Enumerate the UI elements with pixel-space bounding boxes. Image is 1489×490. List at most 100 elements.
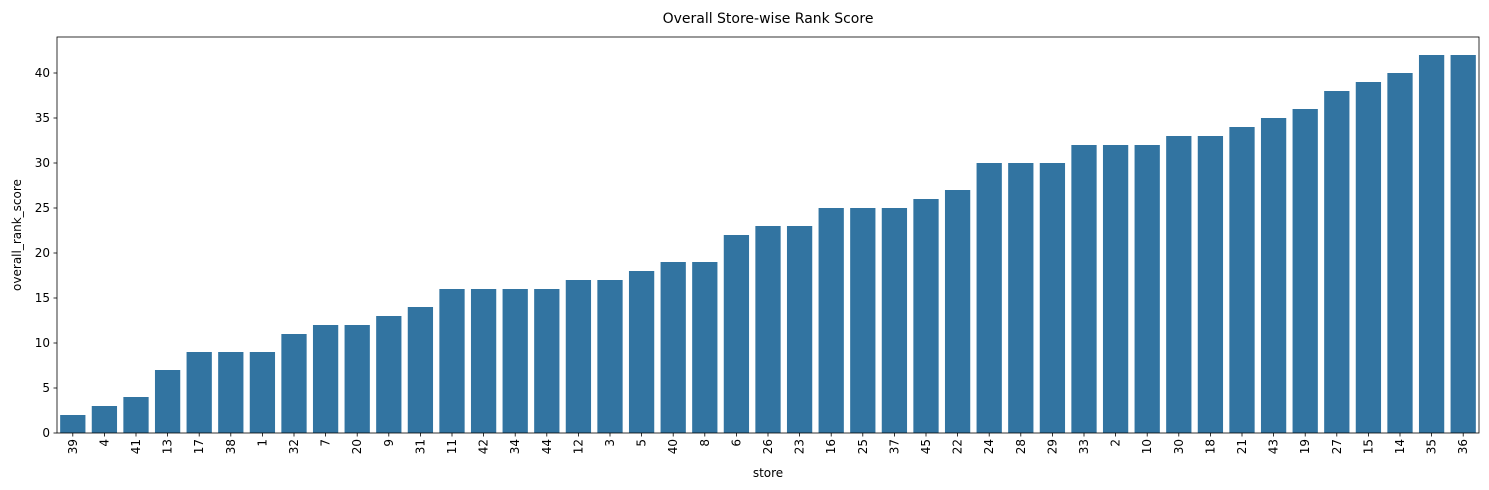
y-tick-label: 0 — [42, 426, 50, 440]
bar-store-15 — [1355, 82, 1382, 433]
bar-store-6 — [723, 235, 750, 433]
x-axis: 39 4 41 13 17 38 1 32 7 20 9 31 11 42 34 44 12 3 5 40 8 6 26 23… — [66, 433, 1470, 454]
x-tick-label: 43 — [1267, 439, 1281, 454]
x-tick-label: 10 — [1140, 439, 1154, 454]
x-tick-label: 40 — [666, 439, 680, 454]
x-tick-label: 5 — [635, 439, 649, 447]
bar-store-36 — [1450, 55, 1476, 433]
x-tick-label: 19 — [1298, 439, 1312, 454]
x-axis-label: store — [753, 466, 783, 480]
x-tick-label: 20 — [350, 439, 364, 454]
x-tick-label: 35 — [1425, 439, 1439, 454]
x-tick-label: 13 — [161, 439, 175, 454]
x-tick-label: 34 — [508, 439, 522, 454]
bar-store-41 — [123, 397, 149, 433]
bar-store-37 — [881, 208, 908, 433]
bar-store-43 — [1260, 118, 1287, 433]
x-tick-label: 22 — [951, 439, 965, 454]
bars-group — [60, 55, 1476, 433]
bar-store-10 — [1134, 145, 1160, 433]
bar-store-30 — [1166, 136, 1192, 433]
x-tick-label: 15 — [1361, 439, 1375, 454]
bar-store-38 — [218, 352, 244, 433]
y-tick-label: 35 — [35, 111, 50, 125]
x-tick-label: 27 — [1330, 439, 1344, 454]
bar-store-34 — [502, 289, 528, 433]
bar-store-19 — [1292, 109, 1318, 433]
y-tick-label: 30 — [35, 156, 50, 170]
x-tick-label: 37 — [887, 439, 901, 454]
bar-store-17 — [186, 352, 212, 433]
x-tick-label: 8 — [698, 439, 712, 447]
x-tick-label: 26 — [761, 439, 775, 454]
bar-store-18 — [1197, 136, 1224, 433]
x-tick-label: 21 — [1235, 439, 1249, 454]
y-tick-label: 10 — [35, 336, 50, 350]
x-tick-label: 38 — [224, 439, 238, 454]
y-tick-label: 5 — [42, 381, 50, 395]
bar-store-28 — [1008, 163, 1034, 433]
x-tick-label: 45 — [919, 439, 933, 454]
y-tick-label: 20 — [35, 246, 50, 260]
x-tick-label: 42 — [477, 439, 491, 454]
bar-store-24 — [976, 163, 1002, 433]
bar-store-16 — [818, 208, 844, 433]
bar-store-31 — [407, 307, 434, 433]
bar-store-29 — [1039, 163, 1066, 433]
bar-store-33 — [1071, 145, 1097, 433]
bar-store-11 — [439, 289, 465, 433]
bar-store-42 — [470, 289, 497, 433]
bar-store-1 — [249, 352, 276, 433]
y-axis: 0 5 10 15 20 25 30 35 40 — [35, 66, 57, 440]
x-tick-label: 14 — [1393, 439, 1407, 454]
bar-store-39 — [60, 415, 86, 433]
x-tick-label: 12 — [571, 439, 585, 454]
bar-store-35 — [1418, 55, 1445, 433]
x-tick-label: 9 — [382, 439, 396, 447]
bar-store-32 — [281, 334, 307, 433]
bar-store-27 — [1324, 91, 1350, 433]
bar-store-5 — [628, 271, 655, 433]
x-tick-label: 30 — [1172, 439, 1186, 454]
bar-store-2 — [1102, 145, 1129, 433]
bar-store-13 — [154, 370, 181, 433]
x-tick-label: 41 — [129, 439, 143, 454]
x-tick-label: 28 — [1014, 439, 1028, 454]
bar-store-20 — [344, 325, 370, 433]
bar-store-9 — [376, 316, 402, 433]
y-tick-label: 40 — [35, 66, 50, 80]
x-tick-label: 3 — [603, 439, 617, 447]
y-tick-label: 25 — [35, 201, 50, 215]
bar-store-26 — [755, 226, 781, 433]
x-tick-label: 25 — [856, 439, 870, 454]
x-tick-label: 29 — [1045, 439, 1059, 454]
x-tick-label: 4 — [97, 439, 111, 447]
x-tick-label: 23 — [793, 439, 807, 454]
bar-store-14 — [1387, 73, 1413, 433]
bar-store-4 — [91, 406, 118, 433]
x-tick-label: 6 — [729, 439, 743, 447]
x-tick-label: 44 — [540, 439, 554, 454]
bar-store-45 — [913, 199, 939, 433]
chart-title: Overall Store-wise Rank Score — [663, 11, 874, 27]
bar-store-40 — [660, 262, 686, 433]
bar-store-25 — [850, 208, 876, 433]
bar-store-22 — [944, 190, 971, 433]
bar-store-21 — [1229, 127, 1255, 433]
bar-store-12 — [565, 280, 592, 433]
x-tick-label: 1 — [255, 439, 269, 447]
bar-store-3 — [597, 280, 623, 433]
plot-frame — [56, 36, 1480, 434]
x-tick-label: 36 — [1456, 439, 1470, 454]
x-tick-label: 2 — [1109, 439, 1123, 447]
bar-store-44 — [534, 289, 560, 433]
x-tick-label: 17 — [192, 439, 206, 454]
y-axis-label: overall_rank_score — [10, 179, 24, 291]
x-tick-label: 18 — [1203, 439, 1217, 454]
x-tick-label: 33 — [1077, 439, 1091, 454]
bar-store-23 — [786, 226, 813, 433]
y-tick-label: 15 — [35, 291, 50, 305]
x-tick-label: 31 — [413, 439, 427, 454]
x-tick-label: 39 — [66, 439, 80, 454]
